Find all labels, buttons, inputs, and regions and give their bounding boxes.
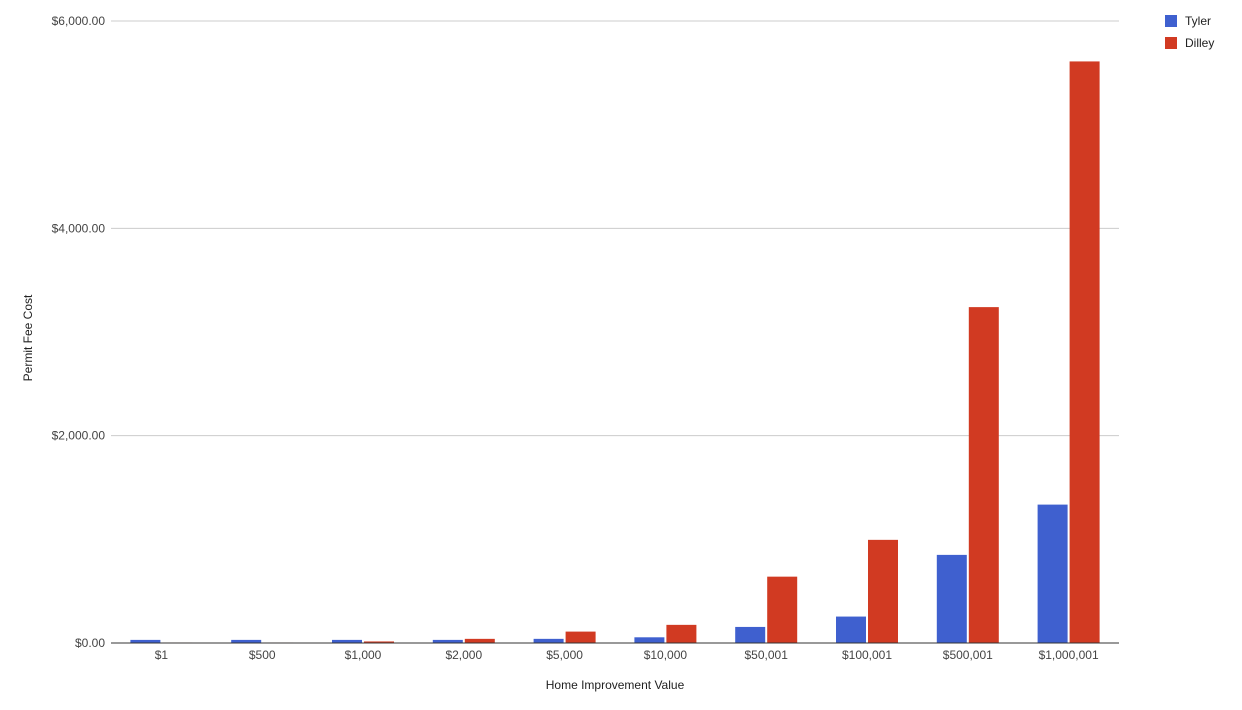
bar-tyler xyxy=(634,637,665,643)
bar-tyler xyxy=(735,626,766,643)
legend-label-tyler: Tyler xyxy=(1185,14,1211,28)
legend: Tyler Dilley xyxy=(1165,14,1214,50)
x-tick-label: $10,000 xyxy=(644,648,688,662)
legend-label-dilley: Dilley xyxy=(1185,36,1214,50)
bar-dilley xyxy=(968,307,999,643)
x-tick-label: $5,000 xyxy=(546,648,583,662)
y-axis-title: Permit Fee Cost xyxy=(21,294,35,381)
bar-dilley xyxy=(1069,61,1100,644)
bar-dilley xyxy=(666,624,697,643)
y-axis-tick-labels: $0.00 $2,000.00 $4,000.00 $6,000.00 xyxy=(52,14,106,650)
x-axis-title: Home Improvement Value xyxy=(546,678,685,692)
y-tick-label: $4,000.00 xyxy=(52,221,106,235)
x-tick-label: $1,000 xyxy=(345,648,382,662)
x-tick-label: $1,000,001 xyxy=(1039,648,1099,662)
x-tick-label: $2,000 xyxy=(445,648,482,662)
bar-tyler xyxy=(332,639,362,643)
bar-dilley xyxy=(767,576,798,643)
y-tick-label: $2,000.00 xyxy=(52,429,106,443)
y-tick-label: $0.00 xyxy=(75,636,105,650)
bar-tyler xyxy=(936,554,967,643)
x-tick-label: $1 xyxy=(155,648,169,662)
bar-dilley xyxy=(464,638,495,643)
x-tick-label: $100,001 xyxy=(842,648,892,662)
y-tick-label: $6,000.00 xyxy=(52,14,106,28)
bar-tyler xyxy=(231,639,262,643)
x-tick-label: $50,001 xyxy=(745,648,789,662)
legend-swatch-tyler xyxy=(1165,15,1177,27)
bar-dilley xyxy=(868,539,898,643)
bar-dilley xyxy=(565,631,596,643)
legend-swatch-dilley xyxy=(1165,37,1177,49)
x-tick-label: $500 xyxy=(249,648,276,662)
x-tick-label: $500,001 xyxy=(943,648,993,662)
bars xyxy=(130,61,1100,644)
bar-tyler xyxy=(432,639,463,643)
gridlines xyxy=(111,20,1119,437)
x-axis-tick-labels: $1 $500 $1,000 $2,000 $5,000 $10,000 $50,001 $1… xyxy=(155,648,1099,662)
bar-tyler xyxy=(836,616,866,643)
bar-dilley xyxy=(364,641,394,643)
bar-tyler xyxy=(1037,504,1068,643)
bar-tyler xyxy=(533,638,564,643)
bar-tyler xyxy=(130,639,161,643)
